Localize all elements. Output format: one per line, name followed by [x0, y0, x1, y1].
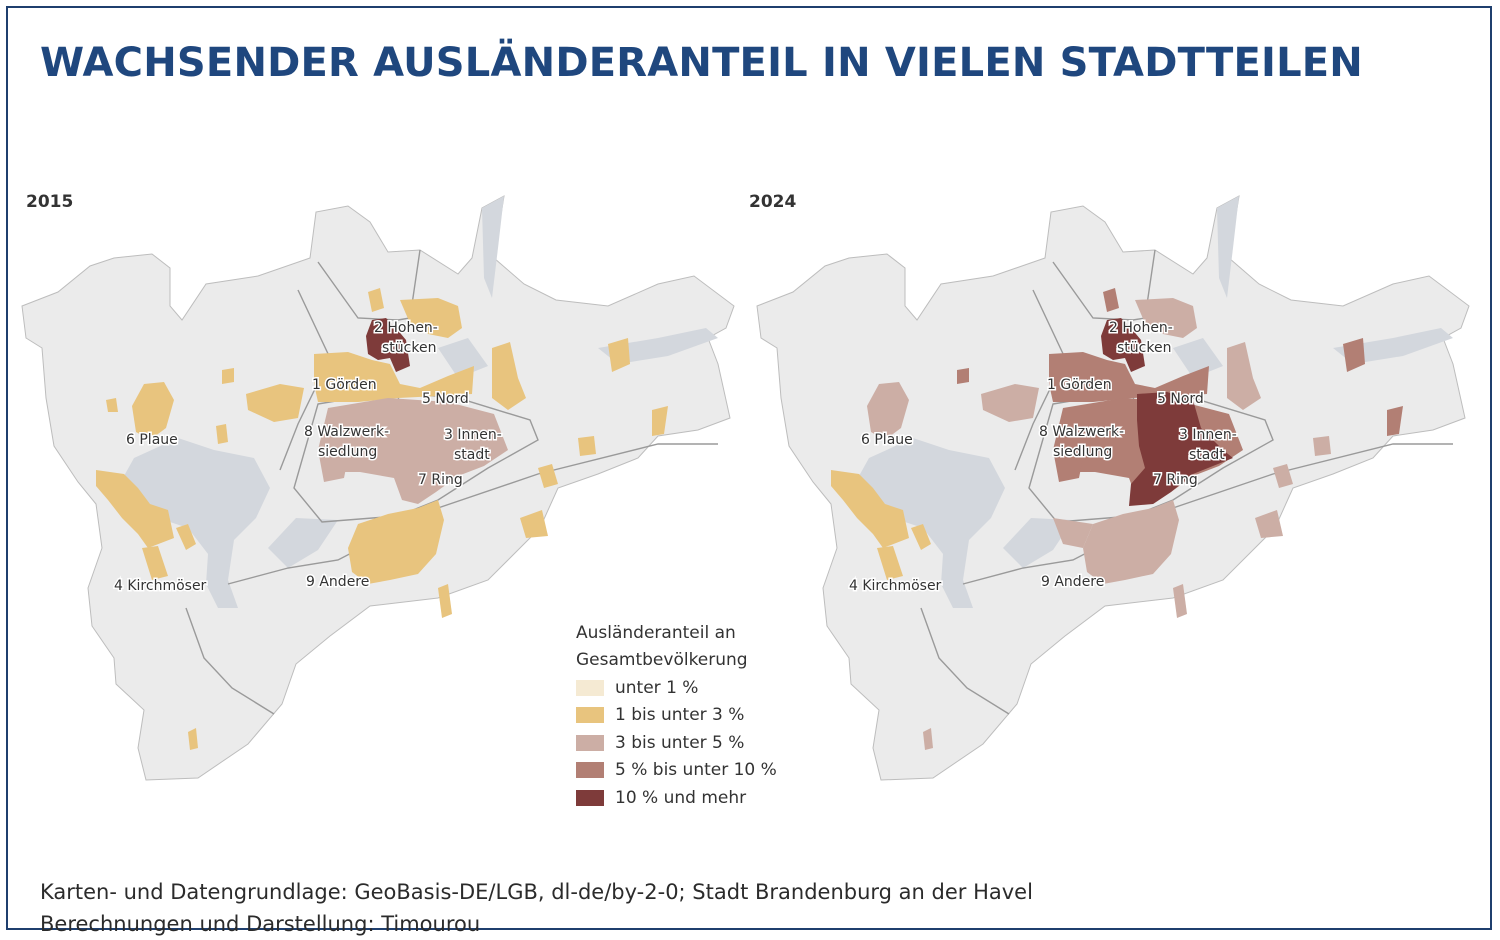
legend-swatch: [576, 707, 604, 724]
label-goerden: 1 Görden: [312, 377, 377, 393]
label-goerden: 1 Görden: [1047, 377, 1112, 393]
city-area: [21, 195, 735, 781]
label-nord: 5 Nord: [422, 391, 469, 407]
water-bodies: [849, 196, 1453, 608]
areas-10-plus-percent: [1101, 318, 1233, 506]
label-ring: 7 Ring: [1153, 472, 1198, 488]
label-kirchmoeser: 4 Kirchmöser: [849, 578, 942, 594]
legend-swatch: [576, 762, 604, 779]
map-2024: 2 Hohen- stücken 1 Görden 5 Nord 8 Walzw…: [756, 195, 1470, 781]
legend-swatch: [576, 734, 604, 751]
label-hohenstuecken-2: stücken: [1117, 340, 1171, 356]
label-nord: 5 Nord: [1157, 391, 1204, 407]
legend-item: 1 bis unter 3 %: [576, 702, 777, 730]
label-hohenstuecken-2: stücken: [382, 340, 436, 356]
label-walzwerksiedlung-2: siedlung: [1053, 444, 1112, 460]
legend-label: 5 % bis unter 10 %: [615, 760, 777, 781]
label-kirchmoeser: 4 Kirchmöser: [114, 578, 207, 594]
legend-label: 3 bis unter 5 %: [615, 732, 745, 753]
legend-item: unter 1 %: [576, 674, 777, 702]
areas-1-3-percent: [96, 288, 668, 750]
figure-frame: WACHSENDER AUSLÄNDERANTEIL IN VIELEN STA…: [6, 6, 1492, 936]
area-10-plus-percent: [366, 318, 410, 372]
areas-3-5-percent: [318, 398, 508, 504]
city-area: [756, 195, 1470, 781]
source-line-2: Berechnungen und Darstellung: Timourou: [40, 912, 481, 936]
label-innenstadt: 3 Innen-: [444, 427, 502, 443]
label-innenstadt-2: stadt: [1189, 447, 1225, 463]
legend-label: 1 bis unter 3 %: [615, 705, 745, 726]
district-labels-2015: 2 Hohen- stücken 1 Görden 5 Nord 8 Walzw…: [113, 319, 504, 596]
areas-3-5-percent: [867, 298, 1331, 750]
map-year-2024: 2024: [749, 192, 797, 212]
label-plaue: 6 Plaue: [861, 432, 913, 448]
label-ring: 7 Ring: [418, 472, 463, 488]
label-plaue: 6 Plaue: [126, 432, 178, 448]
label-innenstadt: 3 Innen-: [1179, 427, 1237, 443]
source-note: Karten- und Datengrundlage: GeoBasis-DE/…: [40, 876, 1033, 940]
areas-1-3-percent: [831, 470, 931, 580]
legend-title-2: Gesamtbevölkerung: [576, 650, 748, 670]
label-walzwerksiedlung: 8 Walzwerk-: [304, 424, 389, 440]
legend-title: Ausländeranteil an: [576, 623, 736, 643]
map-year-2015: 2015: [26, 192, 74, 212]
legend-item: 10 % und mehr: [576, 784, 777, 812]
label-walzwerksiedlung: 8 Walzwerk-: [1039, 424, 1124, 440]
water-bodies: [114, 196, 718, 608]
label-hohenstuecken: 2 Hohen-: [1109, 320, 1173, 336]
legend: Ausländeranteil an Gesamtbevölkerung unt…: [576, 620, 777, 812]
legend-swatch: [576, 679, 604, 696]
label-andere: 9 Andere: [306, 574, 369, 590]
label-hohenstuecken: 2 Hohen-: [374, 320, 438, 336]
label-walzwerksiedlung-2: siedlung: [318, 444, 377, 460]
legend-label: 10 % und mehr: [615, 787, 747, 808]
figure-title: WACHSENDER AUSLÄNDERANTEIL IN VIELEN STA…: [40, 40, 1363, 86]
source-line-1: Karten- und Datengrundlage: GeoBasis-DE/…: [40, 880, 1033, 904]
label-innenstadt-2: stadt: [454, 447, 490, 463]
legend-label: unter 1 %: [615, 677, 699, 698]
legend-item: 5 % bis unter 10 %: [576, 757, 777, 785]
map-2015: 2 Hohen- stücken 1 Görden 5 Nord 8 Walzw…: [21, 195, 735, 781]
legend-swatch: [576, 789, 604, 806]
label-andere: 9 Andere: [1041, 574, 1104, 590]
district-labels-2024: 2 Hohen- stücken 1 Görden 5 Nord 8 Walzw…: [848, 319, 1239, 596]
legend-item: 3 bis unter 5 %: [576, 729, 777, 757]
